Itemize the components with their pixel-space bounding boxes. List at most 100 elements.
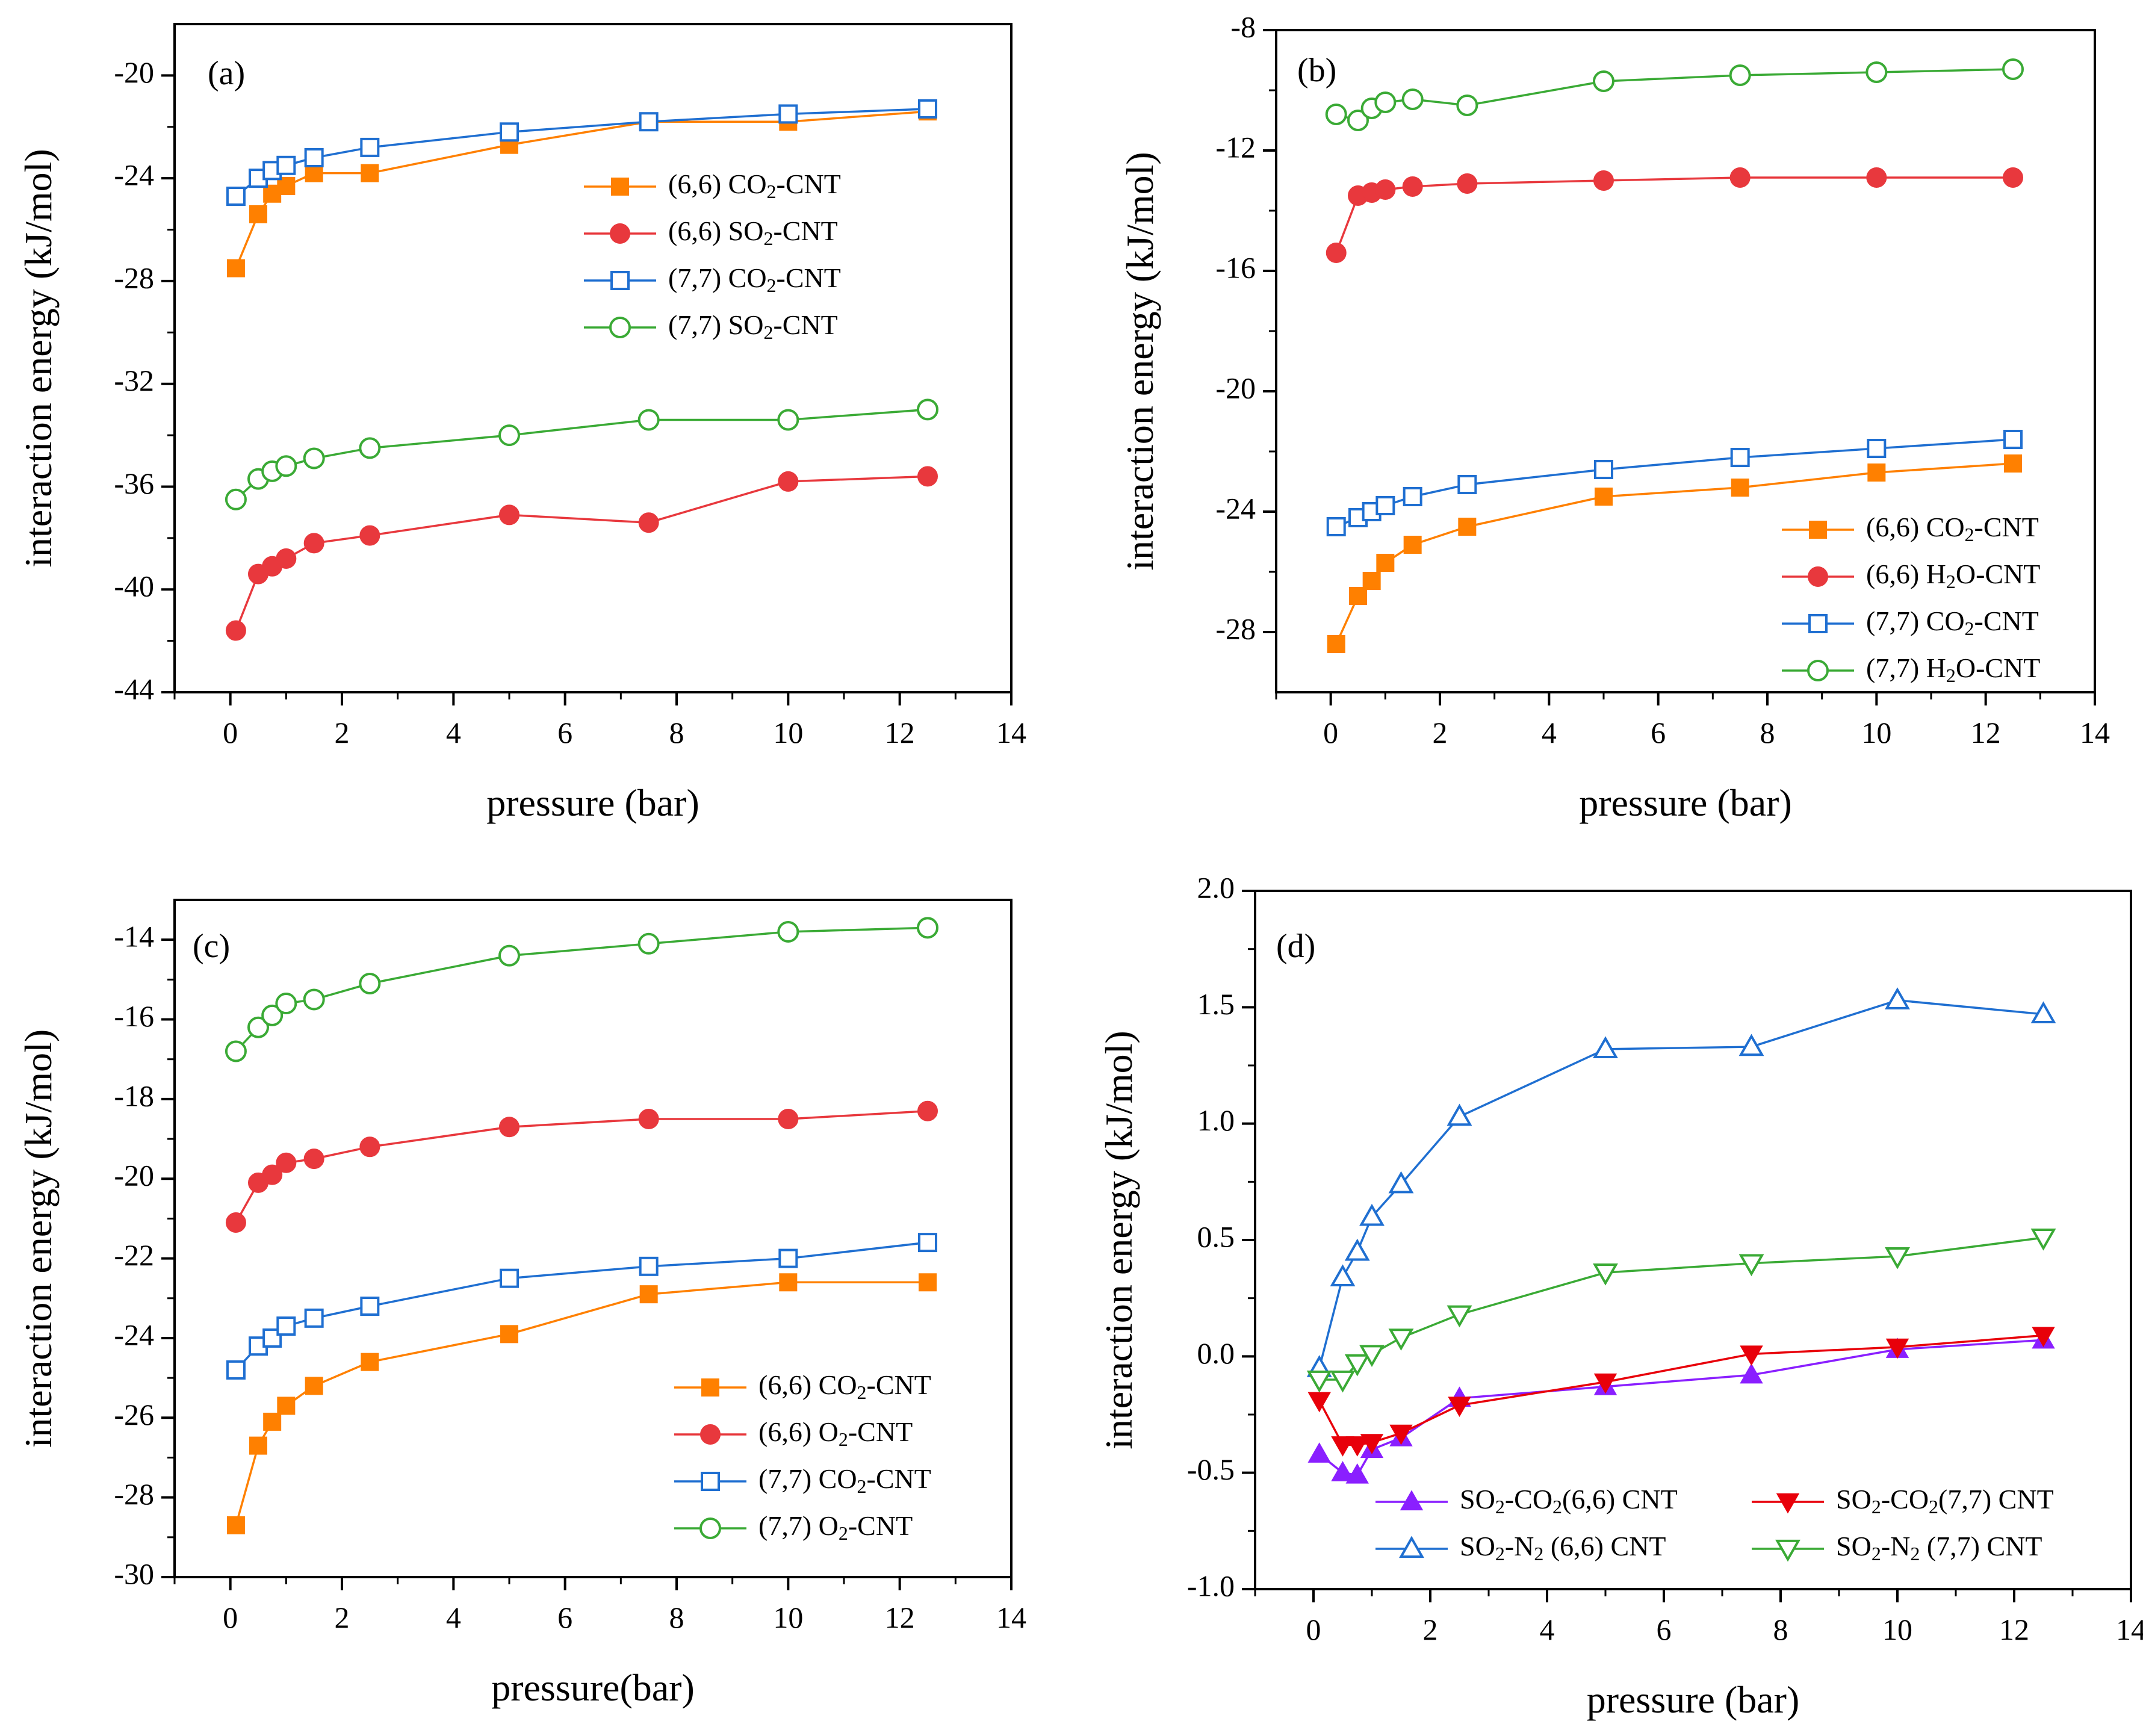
y-tick-label: -44 [114,672,154,705]
data-point [2030,1229,2056,1251]
data-point [1330,1370,1356,1393]
y-tick-label: -20 [1215,371,1256,405]
x-tick-label: 6 [1651,716,1666,749]
data-point [917,917,938,939]
data-point [360,137,380,157]
data-point [1456,95,1478,116]
y-tick-label: -24 [1215,491,1256,525]
legend-marker [611,178,629,196]
legend-marker [700,1424,721,1445]
legend-label: SO2-CO2(7,7) CNT [1836,1484,2054,1518]
data-point [639,1285,658,1304]
data-point [1345,1436,1369,1457]
data-point [1307,1392,1331,1413]
data-point [361,164,379,182]
x-axis-label: pressure (bar) [1579,781,1792,824]
x-tick-label: 4 [446,716,461,749]
y-tick-label: -24 [114,1318,154,1351]
legend-label: SO2-N2 (7,7) CNT [1836,1531,2042,1565]
data-point [1865,61,1888,83]
x-tick-label: 14 [2116,1613,2143,1646]
data-point [1867,439,1887,458]
data-point [498,944,520,967]
data-point [303,533,324,554]
data-point [277,1397,296,1415]
data-point [360,1297,380,1316]
data-point [1375,496,1395,515]
data-point [1740,1345,1763,1366]
data-point [777,920,799,943]
x-tick-label: 12 [885,1601,915,1634]
y-tick-label: -26 [114,1398,154,1431]
legend-label: (7,7) H2O-CNT [1866,653,2040,687]
data-point [1593,1373,1617,1394]
legend-label: (6,6) CO2-CNT [1866,512,2039,546]
legend-marker [1400,1490,1424,1511]
data-point [262,1164,283,1185]
data-point [1730,448,1750,467]
data-point [1325,104,1347,125]
panel-a: 0 2 4 6 8 10 12 14 -44 -40 -36 -32 -28 -24 -20 pressure… [17,23,1026,824]
x-tick-label: 14 [996,716,1026,749]
legend-marker [1808,614,1828,633]
data-point [2032,1327,2055,1348]
x-tick-label: 8 [1760,716,1775,749]
data-point [2002,58,2024,80]
data-point [778,104,798,124]
y-tick-label: -20 [114,1159,154,1192]
x-axis-label: pressure (bar) [1587,1678,1800,1721]
x-tick-label: 2 [1433,716,1448,749]
x-tick-label: 14 [2080,716,2110,749]
series-line [1318,1334,2044,1446]
data-point [276,1152,297,1173]
data-point [304,148,324,167]
data-point [1867,463,1886,482]
y-tick-label: -18 [114,1079,154,1112]
x-tick-label: 12 [885,716,915,749]
legend-label: (6,6) H2O-CNT [1866,559,2040,593]
plot-frame [173,899,1013,1578]
data-point [1740,1363,1763,1384]
data-point [2003,430,2023,449]
y-tick-label: -40 [114,569,154,603]
legend-label: SO2-N2 (6,6) CNT [1460,1531,1666,1565]
y-tick-label: -32 [114,364,154,397]
data-point [1593,1036,1618,1059]
legend-marker [609,317,631,338]
data-point [637,409,660,431]
data-point [226,1360,246,1380]
x-tick-label: 0 [223,1601,238,1634]
data-point [778,1108,799,1129]
data-point [359,972,381,994]
data-point [1731,479,1749,497]
y-tick-label: 0.5 [1197,1220,1235,1253]
legend-label: (6,6) CO2-CNT [668,169,841,203]
y-tick-label: 1.5 [1197,987,1235,1021]
legend-marker [701,1378,719,1397]
panel-d: 0 2 4 6 8 10 12 14 -1.0 -0.5 0.0 0.5 1.0 1.5 2.0 pressu… [1097,870,2143,1721]
data-point [263,1412,282,1431]
series-line [235,110,928,269]
data-point [225,488,247,510]
data-point [1306,1370,1332,1393]
data-point [303,1149,324,1170]
legend-label: SO2-CO2(6,6) CNT [1460,1484,1678,1518]
y-tick-label: 1.0 [1197,1103,1235,1137]
x-tick-label: 12 [1999,1613,2029,1646]
x-tick-label: 2 [1423,1613,1438,1646]
data-point [1885,987,1910,1009]
data-point [2030,1001,2056,1024]
data-point [917,398,938,421]
legend-marker [1776,1493,1800,1514]
legend-label: (7,7) CO2-CNT [668,262,841,297]
y-tick-label: -16 [1215,250,1256,284]
legend-marker [699,1517,721,1539]
data-point [1403,536,1422,554]
data-point [247,1016,269,1038]
series-line [1318,999,2044,1369]
x-tick-label: 8 [1773,1613,1788,1646]
data-point [1359,1345,1385,1367]
data-point [1345,1463,1369,1484]
data-point [249,205,267,223]
data-point [1331,1461,1354,1481]
